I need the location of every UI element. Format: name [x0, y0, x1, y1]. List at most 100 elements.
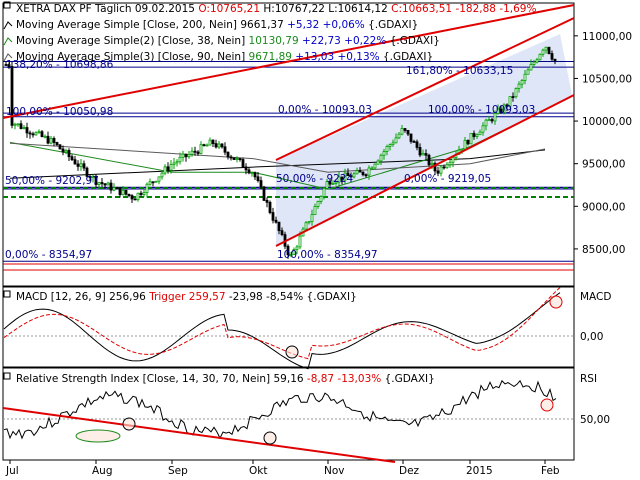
candle-body — [292, 249, 296, 255]
ma-legend-icon — [3, 37, 13, 46]
candle-body — [523, 73, 527, 81]
fib-label: 100,00% - 10093,03 — [428, 104, 535, 116]
price-tick-label: 10000,00 — [582, 116, 632, 128]
candle-body — [343, 172, 347, 181]
candle-body — [379, 154, 383, 162]
candle-body — [355, 170, 359, 175]
fib-label: 100,00% - 10050,98 — [6, 106, 113, 118]
candle-body — [511, 96, 515, 98]
macd-marker-circle — [285, 345, 299, 359]
candle-body — [241, 159, 245, 168]
candle-body — [160, 172, 164, 178]
candle-body — [415, 141, 419, 148]
candle-body — [103, 183, 107, 186]
candle-body — [205, 144, 209, 147]
candle-body — [217, 143, 221, 148]
rsi-marker-ellipse — [75, 429, 121, 443]
chart-header: XETRA DAX PF Täglich 09.02.2015 O:10765,… — [3, 1, 536, 63]
candle-body — [196, 151, 200, 154]
candle-body — [529, 64, 533, 71]
candle-body — [148, 181, 152, 185]
fib-label: 0,00% - 8354,97 — [5, 249, 92, 261]
candle-body — [34, 132, 38, 136]
candle-body — [274, 219, 278, 223]
candle-body — [463, 139, 467, 150]
candle-body — [286, 245, 290, 256]
candle-body — [358, 170, 362, 173]
candle-body — [55, 142, 59, 146]
candle-body — [400, 128, 404, 135]
price-tick-label: 11000,00 — [582, 31, 632, 43]
candle-body — [97, 182, 101, 185]
candle-body — [526, 69, 530, 75]
candle-body — [328, 181, 332, 185]
candle-body — [253, 172, 257, 178]
candle-body — [37, 131, 41, 134]
candle-body — [298, 235, 302, 248]
candle-body — [115, 187, 119, 189]
candle-body — [100, 182, 104, 185]
candle-body — [313, 206, 317, 216]
candle-body — [70, 156, 74, 161]
candle-body — [121, 189, 125, 196]
candle-body — [295, 246, 299, 250]
candle-body — [22, 127, 26, 129]
candle-body — [448, 161, 452, 166]
candle-body — [49, 138, 53, 144]
candle-body — [268, 201, 272, 213]
candle-body — [304, 222, 308, 230]
candle-body — [220, 143, 224, 148]
candle-body — [250, 172, 254, 175]
candle-body — [340, 176, 344, 181]
candle-body — [151, 181, 155, 184]
price-tick-label: 10500,00 — [582, 73, 632, 85]
candle-body — [493, 112, 497, 122]
fib-label: 0,00% - 10093,03 — [278, 104, 372, 116]
candle-body — [73, 159, 77, 165]
time-tick-label: Okt — [249, 465, 267, 477]
candle-body — [475, 134, 479, 137]
candle-body — [535, 59, 539, 63]
candle-body — [289, 254, 293, 256]
candle-body — [547, 46, 551, 54]
candle-body — [10, 66, 14, 126]
candle-body — [352, 173, 356, 178]
candle-body — [109, 182, 113, 191]
candle-body — [538, 53, 542, 61]
rsi-legend: Relative Strength Index [Close, 14, 30, … — [16, 373, 435, 385]
candle-body — [265, 199, 269, 203]
candle-body — [202, 144, 206, 147]
candle-body — [178, 156, 182, 163]
candle-body — [199, 144, 203, 154]
fib-label: 50,00% - 9202,97 — [5, 175, 99, 187]
candle-body — [235, 158, 239, 160]
candle-body — [190, 150, 194, 155]
fib-label: 0,00% - 9219,05 — [404, 173, 491, 185]
time-tick-label: Dez — [399, 465, 420, 477]
candle-body — [19, 123, 23, 129]
candle-body — [277, 221, 281, 232]
candle-body — [28, 132, 32, 135]
candle-body — [496, 108, 500, 114]
time-tick-label: Nov — [324, 465, 345, 477]
candle-body — [88, 175, 92, 178]
candle-body — [451, 156, 455, 163]
candle-body — [391, 142, 395, 146]
time-tick-label: Sep — [168, 465, 188, 477]
candle-body — [79, 163, 83, 167]
candle-body — [16, 123, 20, 126]
candle-body — [346, 172, 350, 177]
candle-body — [94, 175, 98, 185]
candle-body — [82, 163, 86, 169]
candle-body — [331, 182, 335, 185]
candle-body — [271, 212, 275, 221]
candle-body — [382, 151, 386, 156]
candle-body — [388, 144, 392, 147]
candle-body — [472, 132, 476, 137]
candle-body — [514, 88, 518, 98]
fib-label: 100,00% - 8354,97 — [277, 249, 378, 261]
macd-axis-tick: 0,00 — [580, 331, 603, 343]
candlestick-series — [4, 46, 557, 259]
candle-body — [223, 146, 227, 153]
